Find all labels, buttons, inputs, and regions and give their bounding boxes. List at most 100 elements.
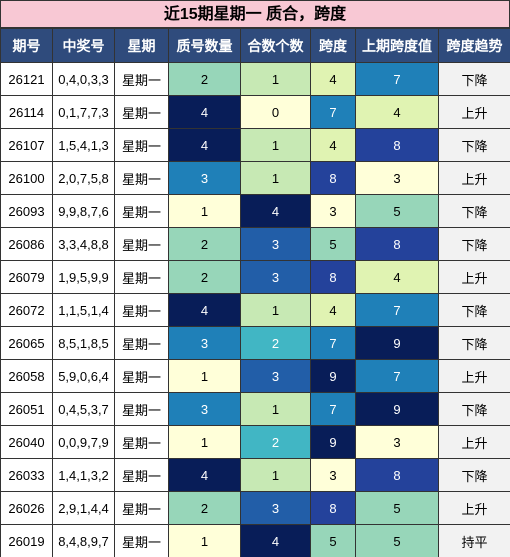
table-cell: 1: [240, 161, 311, 195]
table-cell: 1,4,1,3,2: [52, 458, 115, 492]
table-row: 26051 0,4,5,3,7 星期一 3 1 7 9 下降: [0, 392, 510, 426]
table-cell: 上升: [438, 95, 510, 129]
table-cell: 3,3,4,8,8: [52, 227, 115, 261]
table-cell: 2: [168, 260, 241, 294]
table-cell: 1: [168, 425, 241, 459]
table-cell: 3: [355, 425, 439, 459]
table-row: 26019 8,4,8,9,7 星期一 1 4 5 5 持平: [0, 524, 510, 557]
table-cell: 3: [168, 161, 241, 195]
table-cell: 4: [168, 458, 241, 492]
table-cell: 8: [310, 260, 356, 294]
table-cell: 上升: [438, 359, 510, 393]
table-cell: 上升: [438, 260, 510, 294]
table-cell: 26072: [0, 293, 53, 327]
table-cell: 8,5,1,8,5: [52, 326, 115, 360]
table-cell: 2: [240, 326, 311, 360]
table-cell: 4: [240, 194, 311, 228]
table-cell: 4: [168, 128, 241, 162]
table-cell: 0,1,7,7,3: [52, 95, 115, 129]
table-cell: 1,9,5,9,9: [52, 260, 115, 294]
table-cell: 7: [310, 326, 356, 360]
table-cell: 下降: [438, 227, 510, 261]
table-cell: 7: [310, 95, 356, 129]
table-cell: 星期一: [114, 95, 169, 129]
table-cell: 2: [168, 491, 241, 525]
title: 近15期星期一 质合，跨度: [0, 0, 510, 28]
table-cell: 上升: [438, 161, 510, 195]
table-cell: 26107: [0, 128, 53, 162]
table-cell: 下降: [438, 392, 510, 426]
table-cell: 8,4,8,9,7: [52, 524, 115, 557]
table-cell: 9: [310, 359, 356, 393]
table-row: 26114 0,1,7,7,3 星期一 4 0 7 4 上升: [0, 95, 510, 129]
table-cell: 星期一: [114, 524, 169, 557]
table-cell: 8: [310, 491, 356, 525]
data-table: 期号 中奖号 星期 质号数量 合数个数 跨度 上期跨度值 跨度趋势 26121 0,4,0,3,…: [0, 28, 510, 557]
table-cell: 星期一: [114, 293, 169, 327]
table-cell: 4: [168, 95, 241, 129]
table-cell: 7: [355, 62, 439, 96]
table-cell: 0,0,9,7,9: [52, 425, 115, 459]
table-cell: 3: [168, 392, 241, 426]
table-cell: 2: [168, 62, 241, 96]
column-header: 跨度: [310, 28, 356, 63]
header-row: 期号 中奖号 星期 质号数量 合数个数 跨度 上期跨度值 跨度趋势: [0, 28, 510, 63]
table-row: 26093 9,9,8,7,6 星期一 1 4 3 5 下降: [0, 194, 510, 228]
table-cell: 5: [355, 524, 439, 557]
table-cell: 1: [240, 128, 311, 162]
table-cell: 2: [168, 227, 241, 261]
table-cell: 3: [310, 458, 356, 492]
table-cell: 26086: [0, 227, 53, 261]
table-cell: 1: [168, 359, 241, 393]
table-cell: 8: [355, 227, 439, 261]
table-cell: 星期一: [114, 392, 169, 426]
table-cell: 26019: [0, 524, 53, 557]
table-cell: 26079: [0, 260, 53, 294]
table-cell: 26121: [0, 62, 53, 96]
table-cell: 1: [240, 62, 311, 96]
column-header: 上期跨度值: [355, 28, 439, 63]
table-cell: 0: [240, 95, 311, 129]
table-cell: 1: [240, 293, 311, 327]
table-cell: 4: [168, 293, 241, 327]
table-cell: 2: [240, 425, 311, 459]
table-cell: 5: [355, 194, 439, 228]
column-header: 星期: [114, 28, 169, 63]
table-cell: 星期一: [114, 425, 169, 459]
table-cell: 下降: [438, 293, 510, 327]
table-cell: 持平: [438, 524, 510, 557]
column-header: 期号: [0, 28, 53, 63]
table-cell: 1,5,4,1,3: [52, 128, 115, 162]
table-cell: 26065: [0, 326, 53, 360]
table-cell: 5: [310, 524, 356, 557]
table-row: 26072 1,1,5,1,4 星期一 4 1 4 7 下降: [0, 293, 510, 327]
table-cell: 9: [355, 392, 439, 426]
table-cell: 下降: [438, 326, 510, 360]
table-cell: 星期一: [114, 227, 169, 261]
table-row: 26121 0,4,0,3,3 星期一 2 1 4 7 下降: [0, 62, 510, 96]
table-cell: 0,4,0,3,3: [52, 62, 115, 96]
column-header: 质号数量: [168, 28, 241, 63]
table-cell: 0,4,5,3,7: [52, 392, 115, 426]
table-cell: 星期一: [114, 491, 169, 525]
table-cell: 星期一: [114, 359, 169, 393]
table-row: 26086 3,3,4,8,8 星期一 2 3 5 8 下降: [0, 227, 510, 261]
table-cell: 7: [355, 359, 439, 393]
column-header: 中奖号: [52, 28, 115, 63]
table-cell: 星期一: [114, 161, 169, 195]
column-header: 跨度趋势: [438, 28, 510, 63]
table-cell: 8: [355, 128, 439, 162]
table-cell: 1: [240, 392, 311, 426]
table-cell: 下降: [438, 458, 510, 492]
table-cell: 星期一: [114, 128, 169, 162]
table-cell: 26058: [0, 359, 53, 393]
table-cell: 9: [355, 326, 439, 360]
table-cell: 上升: [438, 425, 510, 459]
table-row: 26079 1,9,5,9,9 星期一 2 3 8 4 上升: [0, 260, 510, 294]
table-cell: 4: [355, 95, 439, 129]
table-row: 26100 2,0,7,5,8 星期一 3 1 8 3 上升: [0, 161, 510, 195]
table-cell: 26033: [0, 458, 53, 492]
table-cell: 5,9,0,6,4: [52, 359, 115, 393]
column-header: 合数个数: [240, 28, 311, 63]
